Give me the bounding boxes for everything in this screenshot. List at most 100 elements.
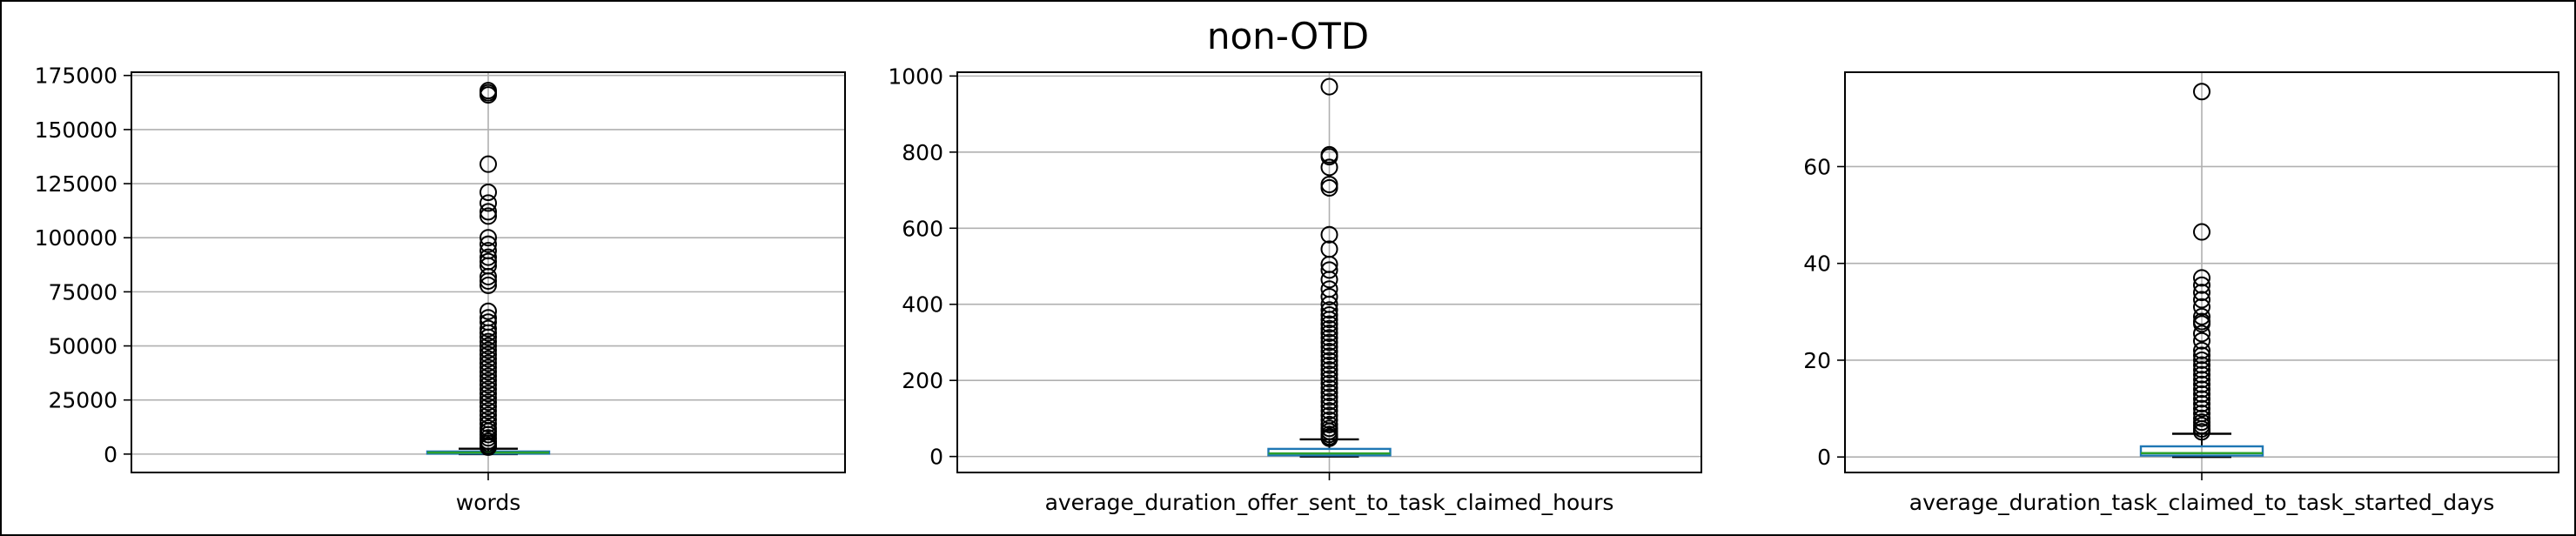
iqr-box	[2139, 445, 2264, 457]
outlier-point	[1320, 324, 1338, 342]
outlier-point	[2193, 351, 2210, 369]
outlier-point	[2193, 423, 2210, 441]
outlier-point	[1320, 178, 1338, 197]
outlier-point	[2193, 375, 2210, 393]
outlier-point	[480, 229, 497, 247]
outlier-point	[480, 398, 497, 416]
y-tick-label: 25000	[48, 388, 117, 413]
outlier-point	[1320, 148, 1338, 166]
outlier-point	[1320, 384, 1338, 402]
outlier-point	[480, 319, 497, 338]
outlier-point	[480, 363, 497, 381]
y-tick-label: 175000	[35, 64, 117, 89]
outlier-point	[2193, 399, 2210, 418]
outlier-point	[1320, 319, 1338, 338]
outlier-point	[1320, 388, 1338, 406]
outlier-point	[2193, 315, 2210, 333]
outlier-point	[1320, 342, 1338, 360]
outlier-point	[480, 248, 497, 266]
subplot-3: 0 20 40 60 average_duration_task_claimed_to_…	[1803, 71, 2559, 515]
y-tick-label: 75000	[48, 279, 117, 305]
outlier-point	[1320, 365, 1338, 384]
outlier-point	[2193, 380, 2210, 399]
outlier-point	[2193, 325, 2210, 343]
outlier-point	[480, 235, 497, 253]
outlier-point	[2193, 298, 2210, 316]
outlier-point	[1320, 379, 1338, 397]
outlier-point	[2193, 371, 2210, 389]
outlier-point	[2193, 291, 2210, 309]
outlier-point	[2193, 307, 2210, 325]
outlier-point	[2193, 356, 2210, 374]
outlier-point	[1320, 370, 1338, 388]
subplot-1: 0 25000 50000 75000 100000 125000 150000 175000…	[35, 64, 846, 515]
outlier-point	[1320, 360, 1338, 379]
y-tick-label: 0	[1817, 445, 1831, 470]
outlier-point	[480, 380, 497, 399]
outlier-point	[1320, 411, 1338, 429]
outlier-point	[480, 271, 497, 290]
y-tick-label: 100000	[35, 225, 117, 251]
outlier-point	[1320, 356, 1338, 374]
outlier-point	[2193, 284, 2210, 302]
outlier-point	[1320, 158, 1338, 177]
x-tick-label: words	[456, 490, 520, 515]
outlier-point	[480, 328, 497, 346]
outlier-point	[480, 376, 497, 394]
outlier-point	[480, 393, 497, 412]
outlier-point	[1320, 225, 1338, 244]
outlier-point	[2193, 83, 2210, 101]
outlier-point	[1320, 77, 1338, 96]
outlier-point	[2193, 395, 2210, 413]
outlier-point	[1320, 315, 1338, 333]
y-tick-label: 1000	[888, 64, 943, 89]
outlier-point	[1320, 287, 1338, 305]
outlier-point	[480, 324, 497, 342]
outlier-point	[480, 332, 497, 351]
y-tick-label: 0	[929, 445, 943, 470]
outlier-point	[2193, 269, 2210, 287]
y-tick-label: 60	[1803, 154, 1831, 179]
outlier-point	[1320, 261, 1338, 279]
outlier-point	[1320, 329, 1338, 347]
outlier-point	[480, 337, 497, 355]
outlier-point	[480, 385, 497, 403]
y-tick-label: 125000	[35, 171, 117, 197]
subplot-2: 0 200 400 600 800 1000 average_duration_offer_…	[888, 64, 1702, 515]
outlier-point	[1320, 352, 1338, 370]
outlier-point	[480, 354, 497, 372]
outlier-point	[480, 438, 497, 456]
outlier-point	[2193, 385, 2210, 403]
y-tick-label: 800	[902, 140, 943, 165]
outlier-point	[480, 194, 497, 212]
y-tick-label: 50000	[48, 334, 117, 359]
x-tick-label: average_duration_offer_sent_to_task_clai…	[1045, 490, 1614, 515]
outlier-point	[480, 267, 497, 285]
outlier-point	[2193, 365, 2210, 384]
outlier-point	[480, 345, 497, 364]
y-tick-label: 0	[104, 442, 117, 467]
iqr-box	[1267, 447, 1392, 457]
outlier-point	[1320, 311, 1338, 329]
outlier-point	[480, 358, 497, 377]
outlier-point	[480, 302, 497, 320]
outlier-point	[2193, 361, 2210, 379]
outlier-point	[2193, 409, 2210, 427]
outlier-point	[2193, 223, 2210, 241]
outlier-point	[480, 184, 497, 201]
outlier-point	[480, 155, 497, 173]
outlier-point	[1320, 338, 1338, 356]
outlier-point	[1320, 392, 1338, 411]
outlier-point	[480, 350, 497, 368]
outlier-point	[480, 276, 497, 294]
outlier-point	[1320, 429, 1338, 447]
outlier-point	[480, 372, 497, 390]
x-tick-label: average_duration_task_claimed_to_task_st…	[1909, 490, 2494, 515]
outlier-point	[480, 341, 497, 359]
y-tick-label: 600	[902, 216, 943, 241]
outlier-point	[480, 389, 497, 407]
outlier-point	[480, 207, 497, 225]
outlier-point	[1320, 301, 1338, 319]
outlier-point	[2193, 341, 2210, 359]
